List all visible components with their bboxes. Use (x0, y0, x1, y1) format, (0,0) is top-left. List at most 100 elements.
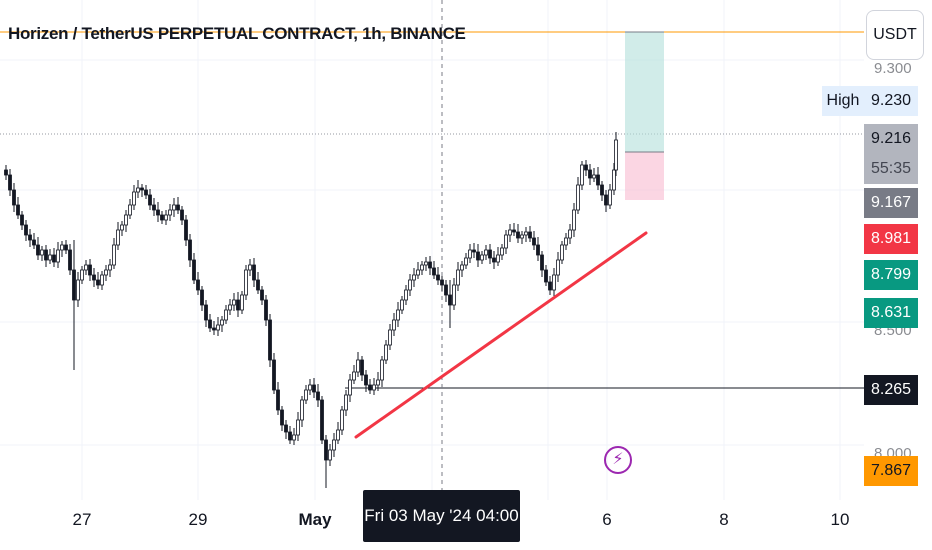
candle-body (192, 259, 196, 281)
candle-body (156, 209, 160, 216)
candle-body (64, 244, 68, 251)
price-label-alert: 7.867 (864, 456, 918, 486)
candle-body (252, 264, 256, 281)
candle-body (580, 164, 584, 186)
candle-body (464, 257, 468, 266)
high-price-label: 9.230 (864, 86, 918, 116)
candle-body (356, 359, 360, 373)
candle-body (428, 261, 432, 269)
candle-body (372, 384, 376, 391)
candle-body (376, 379, 380, 386)
candle-body (40, 249, 44, 256)
price-label-stop: 8.981 (864, 224, 918, 254)
candle-body (436, 274, 440, 281)
candle-body (200, 289, 204, 306)
candle-body (236, 299, 240, 311)
candle-body (440, 279, 444, 286)
currency-selector[interactable]: USDT (866, 10, 924, 60)
candle-body (532, 237, 536, 246)
candle-body (388, 329, 392, 346)
candle-body (20, 214, 24, 226)
candle-body (452, 284, 456, 306)
candle-body (364, 374, 368, 386)
candle-body (24, 224, 28, 236)
candle-body (216, 324, 220, 331)
candle-body (336, 429, 340, 441)
candle-body (568, 229, 572, 239)
candle-body (292, 434, 296, 441)
candle-body (272, 359, 276, 391)
chart-pane[interactable] (0, 0, 864, 500)
candle-body (572, 209, 576, 231)
candle-body (512, 229, 516, 233)
candle-body (128, 204, 132, 216)
candle-body (484, 249, 488, 256)
price-label-green: 8.799 (864, 260, 918, 290)
candle-body (120, 224, 124, 231)
candle-body (496, 254, 500, 263)
candle-body (16, 204, 20, 216)
price-label-horizontal-line: 8.265 (864, 375, 918, 405)
candle-body (524, 231, 528, 236)
candle-body (592, 174, 596, 179)
candle-body (508, 229, 512, 236)
candle-body (140, 187, 144, 191)
candle-body (352, 371, 356, 381)
candle-body (204, 304, 208, 321)
candle-body (300, 399, 304, 421)
time-tick: 8 (719, 510, 729, 529)
candle-body (504, 234, 508, 249)
chart-title: Horizen / TetherUS PERPETUAL CONTRACT, 1… (8, 24, 466, 43)
time-tick: 29 (188, 510, 208, 529)
candle-body (304, 389, 308, 401)
candle-body (76, 279, 80, 301)
candle-body (564, 237, 568, 246)
time-tick: 27 (72, 510, 92, 529)
candle-body (112, 244, 116, 266)
candle-body (152, 204, 156, 211)
candle-body (160, 214, 164, 221)
candle-body (544, 269, 548, 283)
candle-body (244, 269, 248, 296)
candle-body (548, 281, 552, 291)
candle-body (88, 264, 92, 276)
candle-body (488, 249, 492, 259)
candle-body (184, 219, 188, 241)
candle-body (392, 319, 396, 331)
candle-body (100, 274, 104, 286)
price-tick: 9.300 (874, 60, 912, 77)
candle-body (468, 249, 472, 259)
candle-body (92, 274, 96, 281)
target-zone (625, 32, 664, 152)
candle-body (288, 431, 292, 441)
candle-body (560, 244, 564, 261)
candle-body (148, 194, 152, 206)
countdown-label: 55:35 (864, 154, 918, 184)
candle-body (608, 189, 612, 206)
last-price-label: 9.216 (864, 124, 918, 154)
candle-body (460, 264, 464, 271)
candle-body (116, 229, 120, 246)
candle-body (220, 319, 224, 326)
candle-body (108, 264, 112, 271)
candle-body (52, 254, 56, 263)
candle-body (332, 439, 336, 451)
candle-body (4, 169, 8, 176)
candle-body (224, 309, 228, 321)
lightning-icon[interactable]: ⚡︎ (604, 446, 632, 474)
candle-body (408, 279, 412, 291)
candle-body (228, 304, 232, 311)
candle-body (104, 269, 108, 276)
candle-body (264, 299, 268, 321)
candle-body (416, 269, 420, 276)
candle-body (584, 164, 588, 171)
candle-body (96, 279, 100, 286)
candle-body (596, 174, 600, 186)
candle-body (212, 327, 216, 331)
candlestick-chart[interactable] (0, 0, 864, 500)
candle-body (424, 261, 428, 266)
price-label-green: 8.631 (864, 298, 918, 328)
candle-body (28, 234, 32, 241)
candle-body (232, 299, 236, 306)
time-tick: 6 (602, 510, 612, 529)
